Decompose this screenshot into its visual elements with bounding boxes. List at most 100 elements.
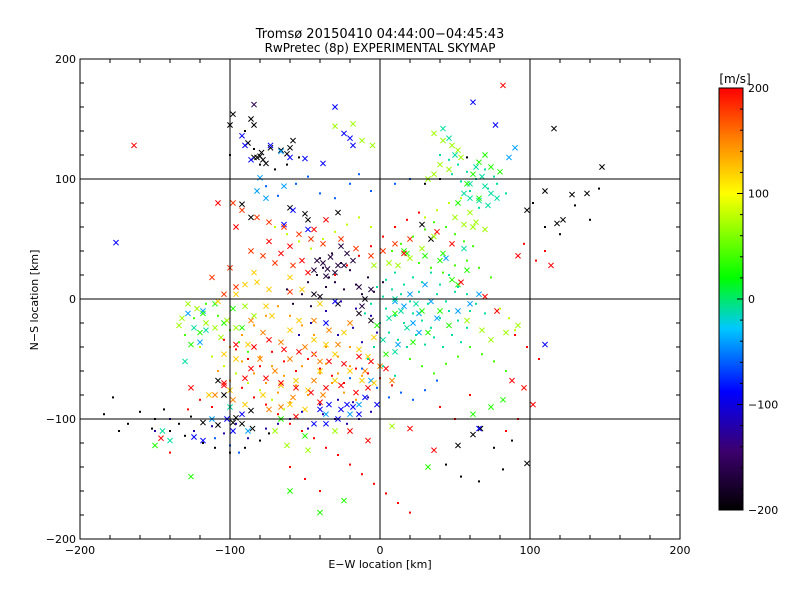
data-point-x <box>497 168 503 175</box>
data-point-dot <box>424 228 426 231</box>
data-point-x <box>233 356 239 362</box>
data-point-x <box>248 156 254 163</box>
data-point-x <box>341 360 347 367</box>
data-point-dot <box>373 346 375 348</box>
data-point-dot <box>505 430 507 432</box>
y-tick-label: −200 <box>46 533 76 546</box>
data-point-x <box>311 291 317 298</box>
data-point-dot <box>103 413 105 416</box>
data-point-x <box>248 214 254 221</box>
data-point-x <box>512 144 518 151</box>
colorbar-tick-label: −200 <box>748 504 778 517</box>
grid-lines <box>80 59 680 539</box>
data-point-x <box>386 315 392 322</box>
data-point-dot <box>217 370 219 372</box>
data-point-x <box>551 125 557 132</box>
data-point-x <box>380 336 386 343</box>
data-point-dot <box>289 401 291 404</box>
data-point-dot <box>211 406 213 408</box>
data-point-x <box>302 210 308 217</box>
data-point-dot <box>184 334 186 336</box>
data-point-dot <box>439 154 441 156</box>
data-point-x <box>131 142 137 149</box>
data-point-dot <box>337 355 339 358</box>
data-point-x <box>272 260 278 266</box>
data-point-x <box>324 266 331 272</box>
colorbar-unit-label: [m/s] <box>719 72 750 86</box>
data-point-x <box>446 135 452 142</box>
data-point-dot <box>466 259 468 262</box>
data-point-dot <box>493 175 495 178</box>
data-point-dot <box>265 403 267 406</box>
data-point-x <box>431 233 437 240</box>
data-point-x <box>267 142 274 149</box>
data-point-dot <box>367 372 369 375</box>
data-point-dot <box>598 187 600 190</box>
data-point-dot <box>361 293 363 296</box>
data-point-dot <box>253 148 255 150</box>
data-point-dot <box>271 398 273 401</box>
data-point-dot <box>406 346 408 348</box>
data-point-x <box>431 447 437 454</box>
data-point-x <box>251 344 257 350</box>
data-point-x <box>305 447 311 454</box>
data-point-dot <box>235 348 237 351</box>
y-tick-label: 200 <box>55 53 76 66</box>
data-point-dot <box>469 346 471 348</box>
data-point-x <box>584 190 590 197</box>
data-point-dot <box>214 437 216 440</box>
data-point-x <box>287 401 293 408</box>
data-point-dot <box>523 242 525 245</box>
data-point-x <box>509 377 515 384</box>
data-point-dot <box>334 230 336 233</box>
data-point-dot <box>487 187 489 190</box>
data-point-x <box>392 348 398 355</box>
data-point-dot <box>412 312 414 315</box>
data-point-x <box>260 329 266 336</box>
data-point-dot <box>295 182 297 185</box>
data-point-x <box>476 197 482 204</box>
data-point-dot <box>169 451 171 454</box>
data-point-x <box>278 250 284 257</box>
data-point-x <box>258 149 265 156</box>
data-point-x <box>290 394 296 401</box>
data-point-dot <box>457 355 459 358</box>
data-point-dot <box>265 314 267 317</box>
y-axis-label: N−S location [km] <box>28 250 41 351</box>
data-point-x <box>278 380 284 386</box>
data-point-x <box>249 425 256 432</box>
data-point-dot <box>292 302 294 305</box>
data-point-dot <box>313 334 315 336</box>
data-point-x <box>452 152 458 158</box>
data-point-dot <box>412 398 414 401</box>
data-point-x <box>221 392 227 398</box>
data-point-x <box>407 236 413 242</box>
x-tick-label: 0 <box>377 544 384 557</box>
data-point-x <box>383 351 389 358</box>
data-point-x <box>350 120 356 127</box>
data-point-x <box>371 380 377 386</box>
data-point-dot <box>319 403 321 406</box>
colorbar-axis: −200 −100 0 100 200 <box>737 82 778 517</box>
data-point-dot <box>238 341 240 344</box>
data-point-dot <box>442 271 444 274</box>
data-point-dot <box>397 338 399 341</box>
data-point-x <box>188 473 194 480</box>
data-point-dot <box>454 233 456 236</box>
data-point-dot <box>424 216 426 219</box>
data-point-x <box>452 214 458 221</box>
data-point-dot <box>433 221 435 224</box>
data-point-x <box>296 317 302 324</box>
data-point-dot <box>298 240 300 243</box>
data-point-dot <box>409 358 411 360</box>
data-point-x <box>290 207 296 214</box>
data-point-dot <box>544 226 546 228</box>
data-point-dot <box>418 290 420 293</box>
data-point-dot <box>301 365 303 368</box>
data-point-x <box>332 377 338 384</box>
data-point-x <box>494 195 500 202</box>
data-point-dot <box>325 346 327 348</box>
data-point-x <box>404 324 410 331</box>
data-point-x <box>362 368 368 374</box>
data-point-x <box>311 420 317 427</box>
